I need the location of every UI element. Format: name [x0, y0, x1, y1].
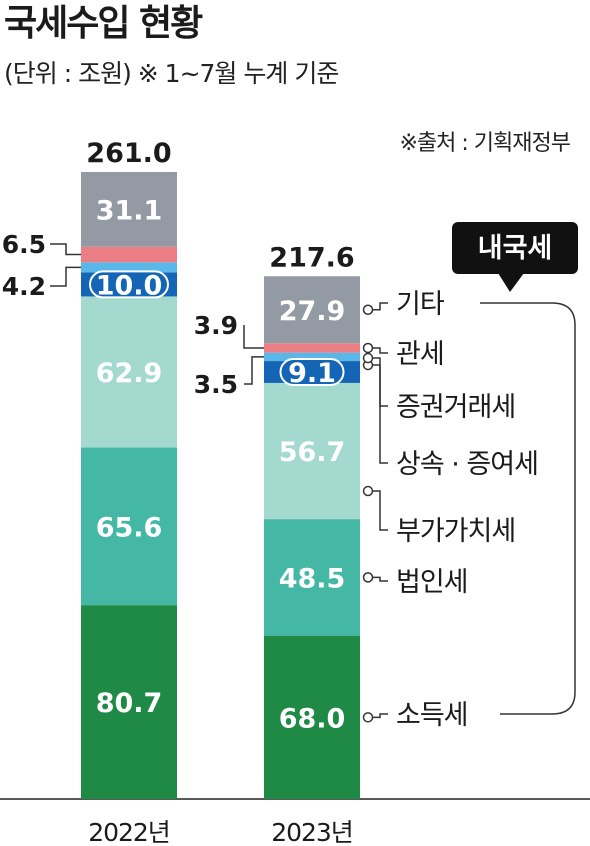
category-label-2022: 2022년 — [88, 818, 170, 846]
value-pill-2022-4 — [89, 270, 169, 299]
domestic-tax-label: 내국세 — [478, 233, 553, 264]
bar-segment-2023-2 — [264, 519, 360, 636]
value-label-2022-2: 65.6 — [96, 512, 163, 543]
legend-connector-6 — [368, 347, 388, 354]
legend-marker-1 — [362, 712, 374, 723]
leader-line-2023-1 — [243, 325, 264, 349]
bar-segment-2023-3 — [264, 382, 360, 520]
value-label-2023-4: 9.1 — [288, 358, 336, 389]
bar-segment-2023-5 — [264, 352, 360, 362]
domestic-tax-bracket — [480, 302, 576, 715]
legend-connector-4 — [368, 364, 388, 464]
legend-marker-6 — [362, 342, 374, 354]
legend-label-1: 소득세 — [396, 700, 468, 731]
legend-connector-7 — [368, 302, 388, 311]
bar-segment-2022-6 — [81, 246, 177, 263]
chart-subtitle: (단위 : 조원) ※ 1~7월 누계 기준 — [4, 59, 339, 88]
source-note: ※출처 : 기획재정부 — [399, 131, 571, 156]
legend-connector-1 — [368, 713, 388, 719]
value-label-2022-5: 4.2 — [2, 272, 46, 301]
value-label-2022-3: 62.9 — [96, 358, 163, 389]
legend-marker-3 — [362, 485, 374, 497]
legend-connector-2 — [368, 576, 388, 582]
bar-segment-2022-7 — [81, 172, 177, 247]
leader-line-2022-1 — [50, 243, 81, 256]
value-label-2022-1: 80.7 — [96, 688, 163, 719]
value-label-2022-7: 31.1 — [96, 195, 163, 226]
bar-segment-2023-6 — [264, 343, 360, 353]
legend-marker-2 — [362, 572, 374, 583]
legend-label-5: 증권거래세 — [396, 392, 515, 423]
legend-label-3: 부가가치세 — [396, 516, 515, 547]
chart-title: 국세수입 현황 — [4, 3, 203, 44]
legend-label-2: 법인세 — [396, 567, 468, 598]
domestic-tax-badge — [452, 222, 578, 274]
value-label-2023-3: 56.7 — [279, 437, 346, 468]
bar-segment-2022-2 — [81, 447, 177, 606]
bar-segment-2022-5 — [81, 262, 177, 273]
bar-segment-2023-1 — [264, 635, 360, 799]
bar-segment-2023-7 — [264, 276, 360, 344]
value-label-2022-4: 10.0 — [96, 270, 163, 301]
leader-line-2023-2 — [244, 356, 264, 385]
legend-label-4: 상속 · 증여세 — [396, 449, 538, 480]
category-label-2023: 2023년 — [271, 818, 353, 846]
leader-line-2022-2 — [50, 266, 81, 287]
total-label-2023: 217.6 — [269, 242, 354, 273]
value-label-2023-2: 48.5 — [279, 563, 346, 594]
legend-label-7: 기타 — [396, 289, 445, 320]
legend-connector-5 — [368, 357, 388, 407]
domestic-tax-badge-pointer — [498, 273, 524, 292]
legend-label-6: 관세 — [396, 339, 444, 370]
total-label-2022: 261.0 — [86, 138, 171, 169]
legend-connector-3 — [368, 490, 388, 531]
legend-marker-7 — [362, 304, 374, 316]
value-label-2023-5: 3.5 — [194, 370, 238, 399]
bar-segment-2022-1 — [81, 605, 177, 799]
value-label-2023-6: 3.9 — [194, 311, 238, 340]
value-label-2022-6: 6.5 — [2, 230, 46, 259]
legend-marker-5 — [362, 352, 374, 364]
value-pill-2023-4 — [279, 357, 345, 386]
value-label-2023-7: 27.9 — [279, 296, 346, 327]
bar-segment-2022-3 — [81, 296, 177, 448]
value-label-2023-1: 68.0 — [279, 703, 346, 734]
